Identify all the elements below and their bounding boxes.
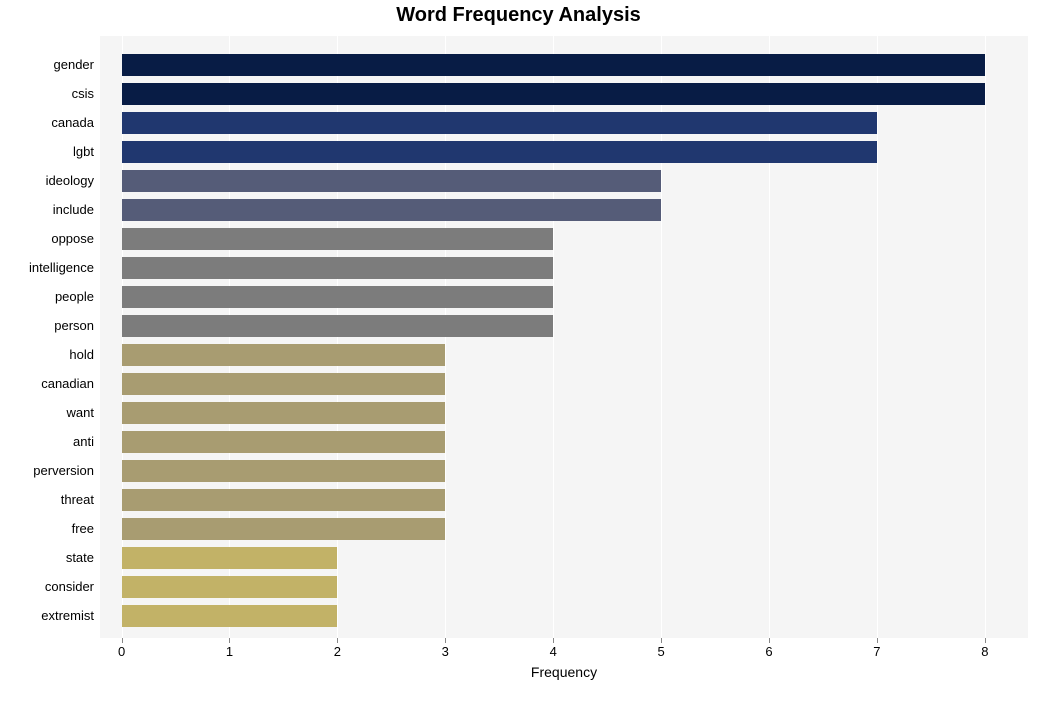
chart-title: Word Frequency Analysis xyxy=(0,4,1037,27)
bar xyxy=(122,518,446,540)
plot-area xyxy=(100,36,1028,638)
y-tick-label: lgbt xyxy=(4,141,94,163)
x-tick-label: 4 xyxy=(533,644,573,659)
x-tick xyxy=(877,638,878,643)
y-tick-label: canadian xyxy=(4,373,94,395)
x-tick xyxy=(445,638,446,643)
bar xyxy=(122,576,338,598)
bar xyxy=(122,112,877,134)
y-tick-label: free xyxy=(4,518,94,540)
bar xyxy=(122,344,446,366)
x-tick xyxy=(553,638,554,643)
x-tick xyxy=(122,638,123,643)
y-tick-label: canada xyxy=(4,112,94,134)
bar xyxy=(122,402,446,424)
x-tick-label: 7 xyxy=(857,644,897,659)
bar xyxy=(122,605,338,627)
x-tick xyxy=(661,638,662,643)
bar xyxy=(122,170,662,192)
gridline xyxy=(985,36,986,638)
y-tick-label: extremist xyxy=(4,605,94,627)
y-tick-label: want xyxy=(4,402,94,424)
word-frequency-chart: Word Frequency Analysis Frequency 0 1 2 3 4 5… xyxy=(0,0,1037,701)
y-tick-label: threat xyxy=(4,489,94,511)
x-tick xyxy=(769,638,770,643)
bar xyxy=(122,460,446,482)
bar xyxy=(122,489,446,511)
y-tick-label: perversion xyxy=(4,460,94,482)
bar xyxy=(122,228,554,250)
y-tick-label: gender xyxy=(4,54,94,76)
bar xyxy=(122,257,554,279)
x-tick-label: 6 xyxy=(749,644,789,659)
bar xyxy=(122,83,985,105)
y-tick-label: include xyxy=(4,199,94,221)
y-tick-label: person xyxy=(4,315,94,337)
bar xyxy=(122,373,446,395)
y-tick-label: hold xyxy=(4,344,94,366)
y-tick-label: oppose xyxy=(4,228,94,250)
x-axis-label: Frequency xyxy=(100,664,1028,680)
x-tick xyxy=(337,638,338,643)
x-tick-label: 0 xyxy=(102,644,142,659)
y-tick-label: people xyxy=(4,286,94,308)
y-tick-label: intelligence xyxy=(4,257,94,279)
gridline xyxy=(877,36,878,638)
y-tick-label: csis xyxy=(4,83,94,105)
x-tick xyxy=(985,638,986,643)
y-tick-label: anti xyxy=(4,431,94,453)
bar xyxy=(122,286,554,308)
x-tick xyxy=(229,638,230,643)
bar xyxy=(122,315,554,337)
x-tick-label: 5 xyxy=(641,644,681,659)
y-tick-label: state xyxy=(4,547,94,569)
bar xyxy=(122,141,877,163)
bar xyxy=(122,199,662,221)
bar xyxy=(122,54,985,76)
y-tick-label: consider xyxy=(4,576,94,598)
bar xyxy=(122,431,446,453)
bar xyxy=(122,547,338,569)
x-tick-label: 8 xyxy=(965,644,1005,659)
y-tick-label: ideology xyxy=(4,170,94,192)
x-tick-label: 3 xyxy=(425,644,465,659)
x-tick-label: 1 xyxy=(209,644,249,659)
x-tick-label: 2 xyxy=(317,644,357,659)
